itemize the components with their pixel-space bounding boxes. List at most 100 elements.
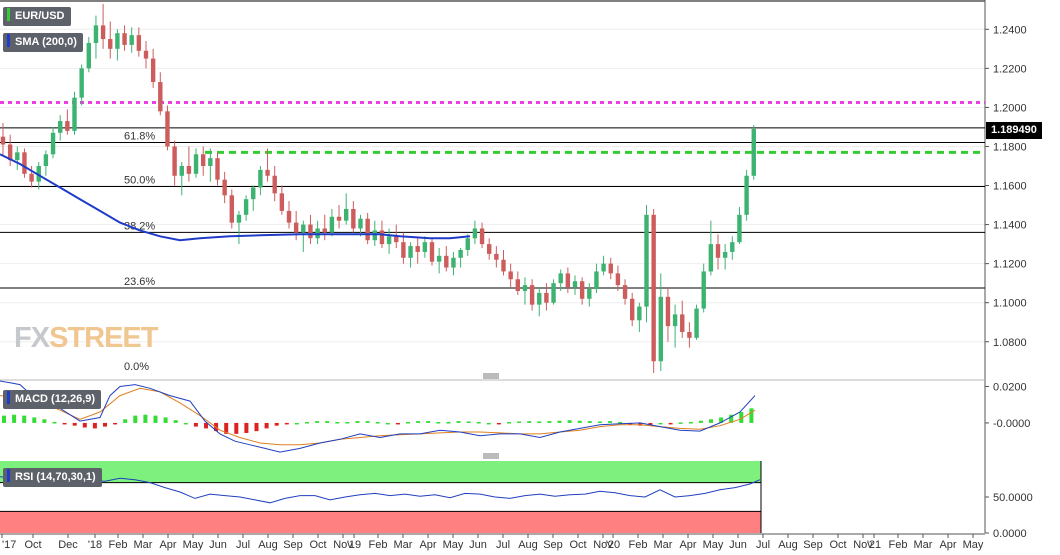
time-tick-label: Oct	[24, 539, 41, 551]
candle-body	[408, 246, 413, 258]
sma-legend[interactable]: SMA (200,0)	[3, 33, 83, 52]
resistance-lines	[0, 101, 985, 154]
panel-resize-handle[interactable]	[483, 373, 499, 379]
candle-body	[372, 230, 377, 241]
candle-body	[15, 152, 20, 161]
macd-histogram-bar	[618, 422, 623, 424]
time-tick-label: May	[963, 539, 984, 551]
macd-histogram-bar	[153, 415, 158, 423]
candle-body	[50, 132, 56, 155]
candle-body	[158, 82, 163, 112]
time-tick-label: Jun	[729, 539, 747, 551]
macd-histogram-bar	[426, 421, 431, 423]
candle-body	[336, 216, 342, 221]
rsi-label: RSI (14,70,30,1)	[15, 471, 96, 483]
macd-histogram-bar	[658, 422, 663, 425]
candle-body	[115, 33, 120, 49]
candle-body	[122, 33, 127, 45]
candle-body	[193, 154, 199, 174]
rsi-oversold-zone	[0, 511, 761, 533]
candle-body	[608, 263, 613, 274]
rsi-legend[interactable]: RSI (14,70,30,1)	[3, 468, 102, 487]
candle-body	[537, 292, 542, 305]
time-tick-label: '18	[88, 539, 102, 551]
rsi-tick-label: 50.0000	[993, 492, 1033, 504]
time-tick-label: May	[703, 539, 724, 551]
time-tick-label: '17	[2, 539, 16, 551]
candle-body	[150, 58, 156, 83]
candle-body	[379, 230, 385, 245]
macd-histogram-bar	[183, 422, 188, 425]
candle-body	[222, 179, 227, 196]
candle-body	[587, 289, 592, 299]
macd-histogram-bar	[2, 415, 6, 423]
panel-resize-handle[interactable]	[483, 453, 499, 459]
candle-body	[236, 214, 242, 223]
macd-panel: 0.0200 -0.0000	[0, 379, 1030, 453]
price-tick-label: 1.1800	[993, 141, 1027, 153]
rsi-panel: 50.0000 0.0000	[0, 461, 1033, 540]
macd-histogram-bar	[709, 419, 713, 423]
time-tick-label: Jul	[236, 539, 250, 551]
macd-histogram-bar	[608, 421, 612, 423]
candle-body	[601, 263, 606, 272]
candle-body	[129, 35, 134, 45]
macd-histogram-bar	[274, 422, 279, 426]
time-tick-label: Feb	[629, 539, 648, 551]
symbol-legend[interactable]: EUR/USD	[3, 7, 71, 26]
candle-body	[301, 224, 306, 233]
candle-body	[715, 244, 721, 258]
macd-histogram-bar	[719, 417, 724, 423]
macd-histogram-bar	[284, 422, 289, 425]
candle-body	[615, 273, 621, 286]
time-tick-label: Aug	[258, 539, 278, 551]
macd-histogram-bar	[345, 422, 350, 424]
macd-histogram-bar	[436, 422, 441, 424]
macd-histogram-bar	[648, 422, 653, 425]
candle-body	[36, 165, 41, 182]
macd-histogram-bar	[547, 421, 552, 423]
macd-histogram-bar	[305, 422, 309, 424]
macd-histogram-bar	[173, 420, 178, 423]
candle-body	[293, 222, 299, 233]
macd-histogram-bar	[385, 422, 390, 425]
macd-tick-label: 0.0200	[993, 381, 1027, 393]
time-tick-label: Mar	[394, 539, 413, 551]
macd-histogram-bar	[12, 414, 17, 423]
time-tick-label: Jul	[496, 539, 510, 551]
macd-histogram-bar	[335, 422, 340, 424]
candle-body	[422, 242, 428, 252]
rsi-color-swatch	[7, 469, 10, 482]
time-tick-label: Apr	[679, 539, 696, 551]
price-tick-label: 1.0800	[993, 337, 1027, 349]
candle-body	[322, 228, 327, 233]
macd-histogram-bar	[406, 422, 410, 424]
candle-body	[351, 208, 356, 229]
candle-body	[29, 173, 34, 182]
candle-body	[565, 273, 571, 288]
sma-200-line	[0, 153, 471, 242]
macd-legend[interactable]: MACD (12,26,9)	[3, 390, 102, 409]
candle-body	[401, 242, 406, 258]
macd-histogram-bar	[698, 420, 703, 423]
time-tick-label: '21	[867, 539, 881, 551]
time-tick-label: Sep	[803, 539, 823, 551]
candle-body	[665, 296, 671, 327]
panel-dividers[interactable]	[483, 373, 499, 459]
fib-label: 23.6%	[124, 276, 155, 288]
macd-histogram-bar	[446, 422, 451, 424]
candle-body	[358, 218, 363, 229]
macd-histogram-bar	[264, 422, 269, 429]
candle-body	[558, 273, 563, 284]
macd-histogram-bar	[557, 420, 562, 423]
candle-body	[7, 144, 13, 161]
price-tick-label: 1.1000	[993, 298, 1027, 310]
symbol-color-swatch	[7, 8, 10, 21]
macd-histogram-bar	[668, 422, 673, 425]
rsi-tick-label: 0.0000	[993, 528, 1027, 540]
candle-body	[644, 214, 649, 307]
time-tick-label: Feb	[109, 539, 128, 551]
candle-body	[694, 308, 699, 338]
candle-body	[308, 224, 313, 239]
candle-body	[579, 281, 585, 299]
